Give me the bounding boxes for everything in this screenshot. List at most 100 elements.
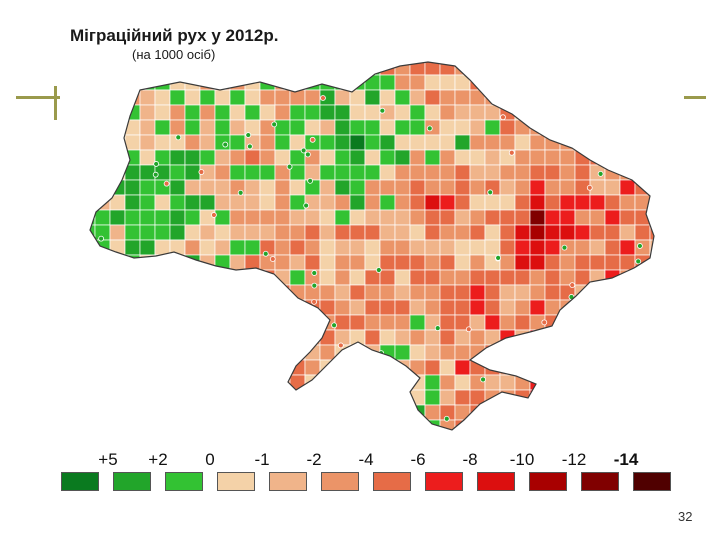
district-region (605, 435, 620, 450)
district-region (245, 195, 260, 210)
district-region (485, 420, 500, 435)
district-region (215, 360, 230, 375)
district-region (410, 315, 425, 330)
district-region (590, 345, 605, 360)
district-region (410, 120, 425, 135)
district-region (335, 435, 350, 450)
district-region (275, 435, 290, 450)
district-region (80, 225, 95, 240)
district-region (170, 180, 185, 195)
district-region (125, 420, 140, 435)
district-region (335, 195, 350, 210)
district-region (545, 420, 560, 435)
district-region (335, 270, 350, 285)
district-region (155, 435, 170, 450)
district-region (650, 60, 665, 75)
district-region (620, 75, 635, 90)
district-region (470, 165, 485, 180)
district-region (605, 225, 620, 240)
district-region (110, 210, 125, 225)
district-region (545, 225, 560, 240)
district-region (185, 435, 200, 450)
district-region (230, 135, 245, 150)
city-marker (338, 343, 343, 348)
district-region (470, 240, 485, 255)
district-region (605, 315, 620, 330)
city-marker (180, 278, 185, 283)
district-region (635, 300, 650, 315)
city-marker (312, 299, 317, 304)
district-region (200, 240, 215, 255)
district-region (110, 135, 125, 150)
district-region (140, 240, 155, 255)
district-region (185, 120, 200, 135)
district-region (485, 60, 500, 75)
district-region (635, 420, 650, 435)
district-region (350, 405, 365, 420)
district-region (290, 225, 305, 240)
district-region (275, 420, 290, 435)
district-region (320, 225, 335, 240)
district-region (380, 165, 395, 180)
city-marker (303, 389, 308, 394)
district-region (215, 315, 230, 330)
legend-label: -2 (306, 450, 321, 470)
district-region (125, 330, 140, 345)
district-region (200, 180, 215, 195)
city-marker (305, 152, 310, 157)
district-region (545, 360, 560, 375)
district-region (365, 315, 380, 330)
district-region (230, 420, 245, 435)
legend-swatch (373, 472, 411, 491)
district-region (500, 165, 515, 180)
district-region (395, 255, 410, 270)
district-region (230, 270, 245, 285)
district-region (530, 225, 545, 240)
district-region (575, 315, 590, 330)
district-region (545, 60, 560, 75)
district-region (665, 210, 680, 225)
district-region (110, 420, 125, 435)
district-region (290, 180, 305, 195)
district-region (80, 75, 95, 90)
district-region (275, 135, 290, 150)
district-region (245, 270, 260, 285)
district-region (140, 60, 155, 75)
district-region (590, 330, 605, 345)
district-region (230, 225, 245, 240)
district-region (350, 285, 365, 300)
district-region (260, 165, 275, 180)
district-region (500, 210, 515, 225)
district-region (605, 240, 620, 255)
district-region (440, 240, 455, 255)
district-region (140, 300, 155, 315)
district-region (470, 225, 485, 240)
district-region (620, 390, 635, 405)
district-region (185, 285, 200, 300)
district-region (485, 435, 500, 450)
legend-label: -1 (254, 450, 269, 470)
district-region (620, 270, 635, 285)
city-marker (542, 320, 547, 325)
district-region (650, 165, 665, 180)
district-region (575, 330, 590, 345)
district-region (80, 60, 95, 75)
city-marker (176, 135, 181, 140)
district-region (80, 180, 95, 195)
district-region (140, 135, 155, 150)
district-region (140, 105, 155, 120)
district-region (635, 60, 650, 75)
district-region (215, 195, 230, 210)
district-region (335, 165, 350, 180)
district-region (365, 90, 380, 105)
district-region (125, 345, 140, 360)
district-region (155, 360, 170, 375)
district-region (275, 255, 290, 270)
district-region (590, 225, 605, 240)
city-marker (427, 126, 432, 131)
district-region (110, 120, 125, 135)
district-region (110, 435, 125, 450)
district-region (560, 375, 575, 390)
district-region (320, 195, 335, 210)
district-region (500, 315, 515, 330)
